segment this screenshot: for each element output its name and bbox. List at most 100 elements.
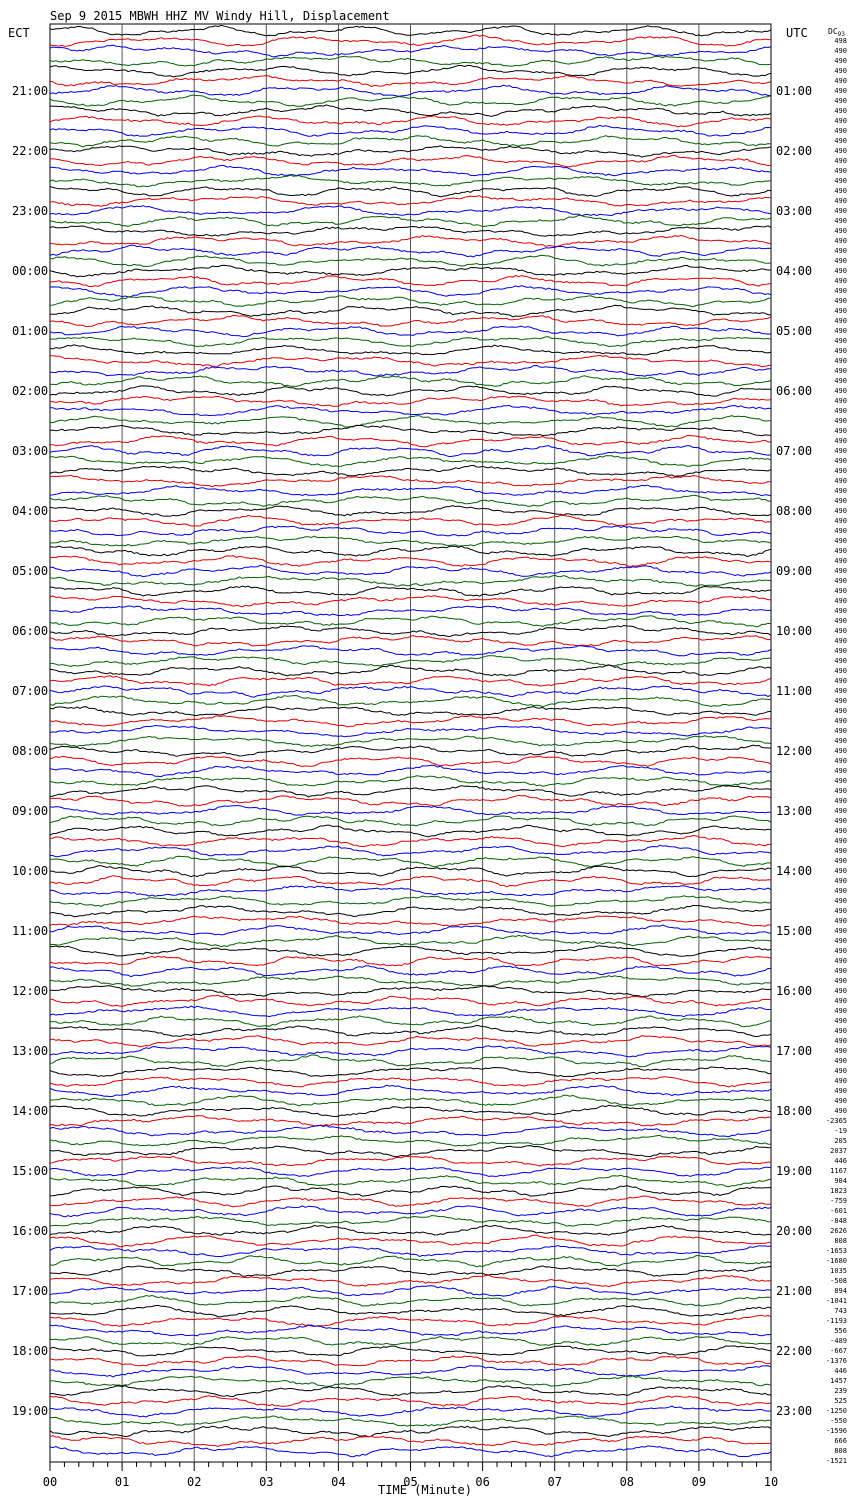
dc-offset-label: 490 (834, 767, 847, 775)
dc-offset-label: 490 (834, 437, 847, 445)
trace-121 (49, 1234, 772, 1248)
trace-36 (49, 385, 772, 397)
trace-142 (49, 1445, 772, 1458)
dc-offset-label: 490 (834, 827, 847, 835)
trace-11 (49, 135, 772, 148)
dc-column-header: DC93 (828, 27, 845, 38)
trace-84 (49, 865, 772, 878)
right-hour-label: 20:00 (776, 1224, 812, 1238)
dc-offset-label: 446 (834, 1157, 847, 1165)
trace-116 (49, 1184, 772, 1197)
x-axis: 00 01 02 03 04 05 06 07 08 09 10 (43, 1462, 778, 1489)
dc-offset-label: 490 (834, 977, 847, 985)
dc-offset-label: 490 (834, 197, 847, 205)
dc-header-suffix: 93 (838, 31, 846, 38)
right-hour-label: 06:00 (776, 384, 812, 398)
dc-offset-label: 490 (834, 467, 847, 475)
dc-offset-label: 490 (834, 877, 847, 885)
dc-offset-label: 490 (834, 1097, 847, 1105)
trace-23 (49, 254, 772, 268)
dc-offset-label: 490 (834, 417, 847, 425)
dc-offset-label: 490 (834, 537, 847, 545)
dc-offset-label: 239 (834, 1387, 847, 1395)
dc-offset-label: 490 (834, 517, 847, 525)
dc-offset-label: 490 (834, 557, 847, 565)
dc-offset-label: -1041 (826, 1297, 847, 1305)
dc-offset-label: 490 (834, 647, 847, 655)
minute-gridlines (121, 24, 700, 1462)
dc-offset-label: 490 (834, 287, 847, 295)
trace-103 (49, 1054, 772, 1068)
x-tick-label: 02 (187, 1475, 201, 1489)
dc-offset-label: -550 (830, 1417, 847, 1425)
dc-offset-label: 490 (834, 937, 847, 945)
trace-80 (49, 824, 772, 838)
trace-43 (49, 455, 772, 468)
dc-offset-label: 490 (834, 677, 847, 685)
trace-108 (49, 1104, 772, 1118)
trace-132 (49, 1345, 772, 1357)
dc-offset-label: 490 (834, 687, 847, 695)
trace-82 (49, 844, 772, 858)
dc-offset-label: 490 (834, 867, 847, 875)
x-tick-label: 08 (620, 1475, 634, 1489)
trace-127 (49, 1294, 772, 1307)
trace-99 (49, 1015, 772, 1028)
dc-offset-label: -1521 (826, 1457, 847, 1465)
trace-2 (49, 44, 772, 58)
trace-109 (49, 1115, 772, 1127)
x-tick-label: 07 (547, 1475, 561, 1489)
dc-offset-label: 490 (834, 67, 847, 75)
trace-17 (49, 195, 772, 207)
trace-53 (49, 555, 772, 568)
trace-107 (49, 1094, 772, 1107)
dc-offset-label: 490 (834, 117, 847, 125)
dc-offset-label: 490 (834, 347, 847, 355)
dc-offset-label: 490 (834, 777, 847, 785)
x-tick-label: 10 (764, 1475, 778, 1489)
trace-20 (49, 225, 772, 237)
dc-offset-label: 490 (834, 497, 847, 505)
trace-55 (49, 574, 772, 587)
trace-31 (50, 336, 772, 348)
trace-72 (49, 744, 772, 757)
trace-64 (49, 664, 772, 677)
right-hour-label: 12:00 (776, 744, 812, 758)
dc-offset-label: 490 (834, 887, 847, 895)
trace-14 (49, 165, 772, 177)
dc-offset-label: 490 (834, 487, 847, 495)
left-timezone-label: ECT (8, 26, 30, 40)
right-hour-label: 11:00 (776, 684, 812, 698)
dc-offset-label: 490 (834, 1017, 847, 1025)
right-hour-label: 08:00 (776, 504, 812, 518)
trace-136 (49, 1385, 772, 1398)
trace-106 (49, 1084, 772, 1098)
dc-offset-label: 490 (834, 597, 847, 605)
right-timezone-label: UTC (786, 26, 808, 40)
trace-18 (49, 205, 772, 217)
trace-4 (49, 64, 772, 78)
trace-110 (49, 1124, 772, 1138)
dc-offset-label: 490 (834, 1107, 847, 1115)
trace-25 (50, 275, 772, 287)
right-hour-label: 10:00 (776, 624, 812, 638)
trace-111 (49, 1134, 772, 1147)
trace-67 (49, 694, 772, 708)
dc-offset-label: 490 (834, 177, 847, 185)
trace-128 (49, 1304, 772, 1318)
trace-9 (49, 115, 772, 128)
dc-offset-label: 490 (834, 97, 847, 105)
right-hour-label: 15:00 (776, 924, 812, 938)
trace-22 (49, 244, 772, 258)
trace-50 (49, 525, 772, 537)
x-tick-label: 05 (403, 1475, 417, 1489)
dc-offset-label: -2365 (826, 1117, 847, 1125)
x-tick-label: 04 (331, 1475, 345, 1489)
trace-group (49, 24, 772, 1458)
dc-offset-label: 490 (834, 947, 847, 955)
dc-offset-label: 490 (834, 657, 847, 665)
trace-42 (49, 445, 772, 458)
x-tick-label: 00 (43, 1475, 57, 1489)
trace-30 (49, 325, 772, 338)
